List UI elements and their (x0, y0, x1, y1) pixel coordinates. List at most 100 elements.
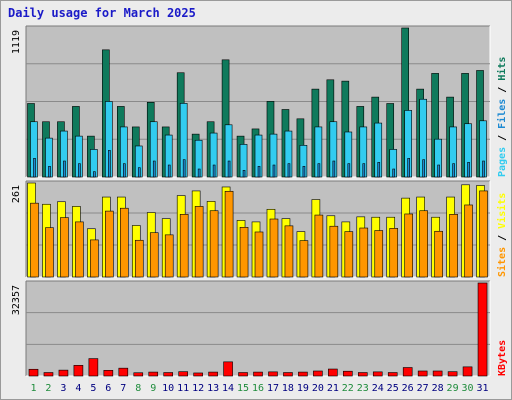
bar-sites-day-14 (224, 190, 234, 278)
x-tick-label-day-29: 29 (447, 383, 459, 394)
x-tick-label-day-27: 27 (417, 383, 429, 394)
x-tick-label-day-19: 19 (297, 383, 309, 394)
bar-kbytes-day-8 (133, 372, 144, 377)
bar-sites-day-3 (60, 217, 69, 278)
bar-pages-day-16 (257, 166, 261, 178)
bar-sites-day-7 (120, 207, 129, 278)
bar-pages-day-27 (422, 159, 425, 178)
x-tick-label-day-21: 21 (327, 383, 339, 394)
bar-pages-day-19 (302, 166, 306, 178)
x-tick-label-day-24: 24 (372, 383, 384, 394)
bar-sites-day-17 (269, 218, 279, 278)
bar-kbytes-day-10 (163, 372, 174, 377)
bar-sites-day-15 (239, 226, 249, 278)
bar-pages-day-29 (452, 163, 455, 178)
bar-sites-day-8 (134, 239, 144, 278)
x-tick-label-day-26: 26 (402, 383, 414, 394)
bar-kbytes-day-1 (28, 368, 39, 377)
bar-pages-day-28 (437, 164, 440, 178)
bar-pages-day-2 (48, 166, 51, 178)
x-tick-label-day-3: 3 (60, 383, 66, 394)
bar-kbytes-day-29 (447, 371, 458, 377)
bar-pages-day-9 (152, 160, 156, 178)
bar-kbytes-day-24 (372, 371, 383, 377)
x-tick-label-day-10: 10 (162, 383, 174, 394)
bar-pages-day-4 (78, 163, 81, 178)
x-tick-label-day-6: 6 (105, 383, 111, 394)
bar-sites-day-2 (45, 227, 54, 278)
bar-sites-day-24 (374, 230, 384, 278)
bar-kbytes-day-11 (178, 371, 188, 377)
bar-pages-day-22 (347, 163, 351, 178)
bar-kbytes-day-23 (357, 372, 368, 377)
bar-pages-day-23 (362, 163, 366, 178)
bar-kbytes-day-21 (328, 368, 338, 377)
bar-pages-day-10 (167, 164, 171, 178)
bar-pages-day-26 (407, 158, 410, 178)
bar-sites-day-5 (90, 239, 99, 278)
bar-kbytes-day-17 (268, 371, 278, 377)
legend-separator: / (497, 81, 508, 99)
bar-kbytes-day-3 (58, 369, 69, 377)
x-tick-label-day-25: 25 (387, 383, 399, 394)
bar-pages-day-24 (377, 162, 381, 178)
x-tick-label-day-22: 22 (342, 383, 354, 394)
legend-visits: Visits (496, 193, 508, 229)
bar-pages-day-13 (212, 164, 216, 178)
visits-sites-legend: Sites / Visits (496, 193, 508, 277)
bar-sites-day-10 (164, 234, 174, 278)
bar-sites-day-25 (389, 228, 399, 278)
bar-kbytes-day-14 (223, 361, 233, 377)
bar-kbytes-day-12 (193, 372, 203, 377)
bar-kbytes-day-7 (118, 367, 129, 377)
hits-files-pages-legend: Pages / Files / Hits (496, 57, 508, 177)
bar-pages-day-30 (467, 162, 470, 178)
legend-separator: / (497, 229, 508, 247)
bar-sites-day-21 (329, 225, 339, 278)
x-tick-label-day-16: 16 (252, 383, 264, 394)
bar-pages-day-8 (137, 167, 141, 178)
kbytes-plot-area (26, 281, 490, 376)
bar-sites-day-16 (254, 231, 264, 278)
bar-sites-day-11 (179, 214, 189, 278)
bar-kbytes-day-25 (387, 372, 398, 377)
bar-sites-day-18 (284, 225, 294, 278)
legend-pages: Pages (497, 147, 508, 177)
x-tick-label-day-2: 2 (45, 383, 51, 394)
x-tick-label-day-9: 9 (150, 383, 156, 394)
bar-kbytes-day-22 (343, 370, 353, 377)
x-tick-label-day-17: 17 (267, 383, 279, 394)
bar-kbytes-day-15 (238, 372, 248, 377)
x-tick-label-day-23: 23 (357, 383, 369, 394)
bar-kbytes-day-4 (73, 365, 84, 377)
bar-sites-day-1 (30, 202, 39, 278)
x-tick-label-day-18: 18 (282, 383, 294, 394)
x-tick-label-day-1: 1 (30, 383, 36, 394)
bar-pages-day-1 (33, 158, 36, 178)
bar-sites-day-26 (404, 213, 413, 278)
bar-kbytes-day-16 (253, 371, 263, 377)
bar-pages-day-17 (272, 164, 276, 178)
x-tick-label-day-14: 14 (222, 383, 234, 394)
x-tick-label-day-11: 11 (177, 383, 189, 394)
chart-title: Daily usage for March 2025 (8, 6, 196, 20)
bar-kbytes-day-6 (103, 370, 114, 377)
x-tick-label-day-15: 15 (237, 383, 249, 394)
x-tick-label-day-12: 12 (192, 383, 204, 394)
bar-kbytes-day-19 (298, 371, 308, 377)
bar-kbytes-day-20 (313, 370, 323, 377)
bar-kbytes-day-18 (283, 372, 293, 377)
bar-kbytes-day-31 (477, 282, 488, 377)
bar-sites-day-28 (434, 230, 443, 278)
bar-pages-day-11 (182, 159, 186, 178)
legend-sites: Sites (496, 247, 508, 277)
kbytes-legend: KBytes (497, 340, 508, 376)
legend-kbytes: KBytes (497, 340, 508, 376)
x-tick-label-day-20: 20 (312, 383, 324, 394)
x-tick-label-day-13: 13 (207, 383, 219, 394)
bar-sites-day-9 (149, 232, 159, 278)
bar-pages-day-3 (63, 160, 66, 178)
legend-separator: / (497, 129, 508, 147)
bar-kbytes-day-26 (402, 367, 413, 377)
